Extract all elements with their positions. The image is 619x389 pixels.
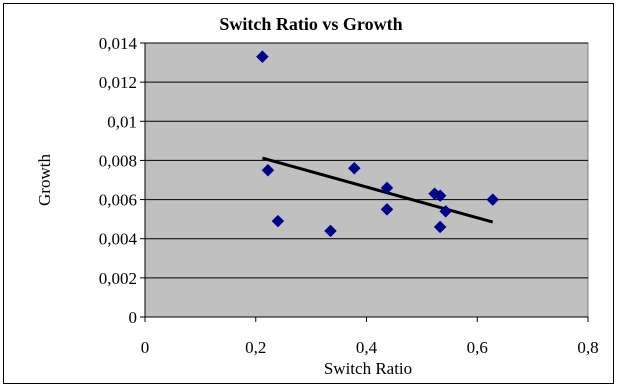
data-point <box>271 214 285 228</box>
data-point <box>347 161 361 175</box>
trendline-group <box>261 156 494 224</box>
x-tick-label: 0,4 <box>356 338 378 357</box>
y-tick-label: 0 <box>129 308 138 327</box>
y-tick-label: 0,012 <box>99 73 137 92</box>
data-point <box>486 193 500 206</box>
data-point <box>380 203 394 216</box>
data-point <box>324 224 337 238</box>
y-tick-label: 0,014 <box>99 34 138 53</box>
y-tick-label: 0,01 <box>107 112 137 131</box>
data-point <box>261 163 275 177</box>
gridlines <box>145 42 588 279</box>
y-tick-label: 0,008 <box>99 151 137 170</box>
plot-area <box>144 42 589 318</box>
x-tick-label: 0,8 <box>577 338 598 357</box>
x-tick-label: 0,2 <box>245 338 266 357</box>
data-point <box>439 204 453 218</box>
x-tick-label: 0,6 <box>467 338 488 357</box>
data-point <box>256 50 269 64</box>
x-axis-ticks: 0 0,2 0,4 0,6 0,8 <box>141 317 599 357</box>
data-point <box>433 220 447 234</box>
y-axis-ticks: 0 0,002 0,004 0,006 0,008 0,01 0,012 0,014 <box>99 34 145 327</box>
data-points <box>256 50 500 238</box>
trendline <box>261 156 494 224</box>
x-tick-label: 0 <box>141 338 150 357</box>
y-axis-label: Growth <box>35 154 54 206</box>
chart-title: Switch Ratio vs Growth <box>219 14 402 34</box>
data-point <box>433 189 447 203</box>
y-tick-label: 0,002 <box>99 269 137 288</box>
y-tick-label: 0,006 <box>99 191 137 210</box>
data-point <box>380 181 394 195</box>
x-axis-label: Switch Ratio <box>324 359 412 378</box>
y-tick-label: 0,004 <box>99 230 138 249</box>
